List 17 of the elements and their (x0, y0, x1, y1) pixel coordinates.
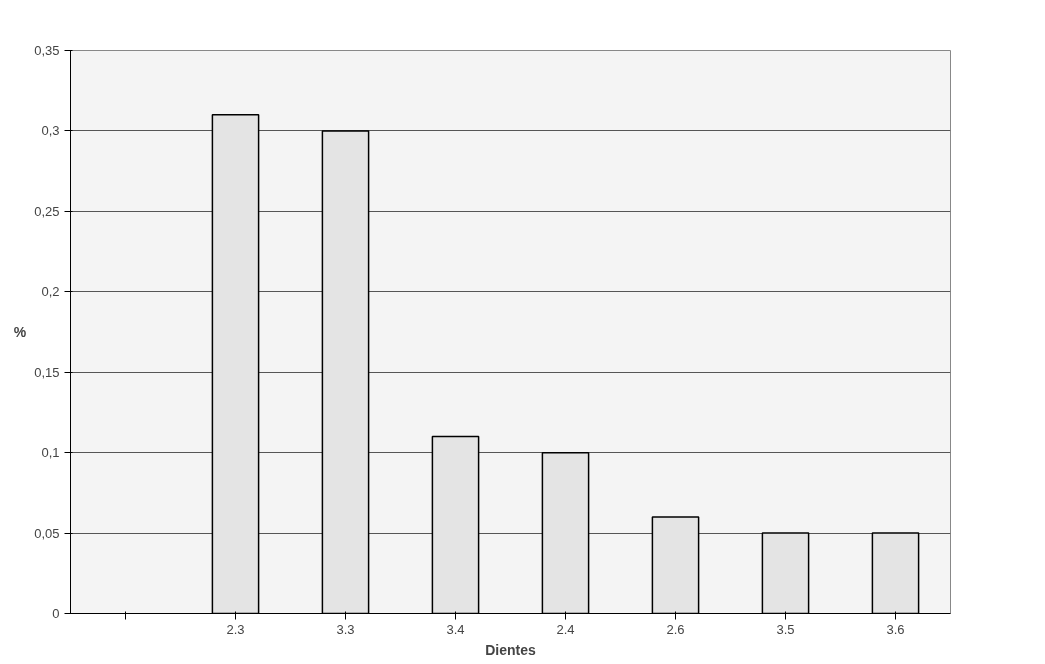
y-tick-label: 0,1 (41, 445, 60, 461)
y-axis-title: % (13, 324, 27, 340)
y-tick-label: 0,2 (41, 284, 60, 300)
x-tick-label: 3.6 (886, 621, 905, 637)
y-tick-label: 0,3 (41, 123, 60, 139)
x-axis-title: Dientes (485, 641, 536, 658)
y-tick-label: 0,25 (34, 203, 60, 219)
x-tick-label: 2.4 (556, 621, 575, 637)
y-tick-label: 0 (52, 606, 60, 621)
y-tick-label: 0,15 (34, 364, 60, 380)
x-tick-label: 2.3 (226, 621, 245, 637)
y-tick-label: 0,05 (34, 525, 60, 541)
x-tick-label: 3.5 (776, 621, 795, 637)
x-tick-label: 3.3 (336, 621, 355, 637)
x-tick-label: 2.6 (666, 621, 685, 637)
y-tick-label: 0,35 (34, 43, 60, 58)
x-tick-label: 3.4 (446, 621, 465, 637)
